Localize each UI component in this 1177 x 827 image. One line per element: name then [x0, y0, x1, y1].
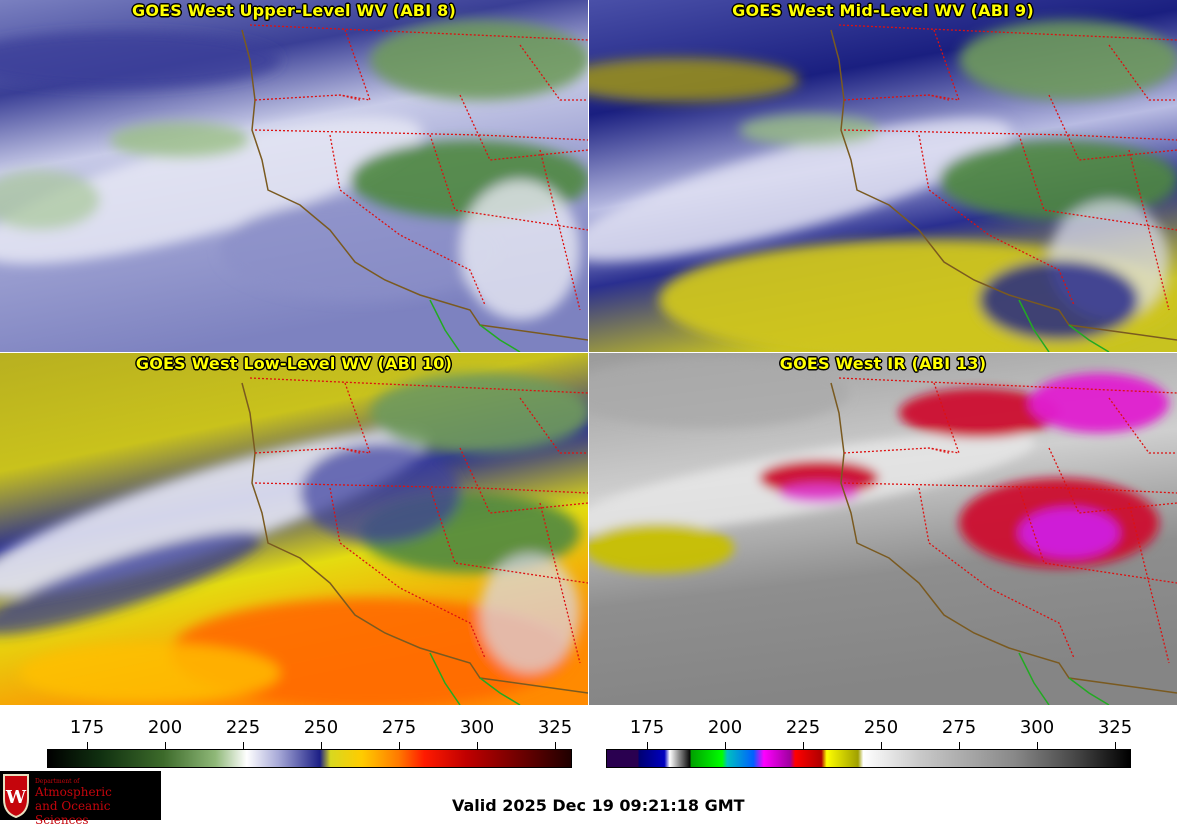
wv-tick-mark [477, 742, 478, 749]
upper-level-wv-image [0, 0, 588, 352]
ir-tick-label: 200 [707, 717, 743, 738]
logo-line-atmospheric: Atmospheric [35, 785, 112, 799]
ir-tick-label: 250 [863, 717, 899, 738]
wv-tick-mark [555, 742, 556, 749]
low-level-wv-image [0, 353, 588, 705]
uw-aos-logo[interactable]: W Department of Atmospheric and Oceanic … [0, 771, 161, 827]
ir-tick-mark [725, 742, 726, 749]
wv-tick-label: 300 [459, 717, 495, 738]
wv-tick-mark [165, 742, 166, 749]
upper-level-wv-title: GOES West Upper-Level WV (ABI 8) [132, 1, 456, 20]
ir-tick-label: 175 [629, 717, 665, 738]
logo-department-label: Department of [35, 778, 80, 785]
ir-tick-mark [881, 742, 882, 749]
uw-crest-icon: W [3, 774, 29, 819]
wv-tick-label: 250 [303, 717, 339, 738]
ir-tick-mark [803, 742, 804, 749]
ir-panel: GOES West IR (ABI 13) [589, 353, 1177, 705]
logo-line-oceanic: and Oceanic Sciences [35, 799, 111, 827]
ir-image [589, 353, 1177, 705]
ir-tick-mark [647, 742, 648, 749]
wv-tick-mark [321, 742, 322, 749]
wv-tick-label: 200 [147, 717, 183, 738]
wv-tick-label: 275 [381, 717, 417, 738]
ir-tick-label: 225 [785, 717, 821, 738]
wv-tick-mark [87, 742, 88, 749]
low-level-wv-title: GOES West Low-Level WV (ABI 10) [135, 354, 453, 373]
wv-tick-label: 175 [69, 717, 105, 738]
svg-text:W: W [5, 787, 27, 808]
ir-tick-label: 300 [1019, 717, 1055, 738]
wv-tick-mark [243, 742, 244, 749]
wv-tick-mark [399, 742, 400, 749]
valid-time-label: Valid 2025 Dec 19 09:21:18 GMT [452, 796, 745, 815]
mid-level-wv-image [589, 0, 1177, 352]
wv-tick-label: 325 [537, 717, 573, 738]
upper-level-wv-panel: GOES West Upper-Level WV (ABI 8) [0, 0, 588, 352]
wv-colorbar [47, 749, 572, 768]
ir-tick-mark [959, 742, 960, 749]
ir-tick-mark [1115, 742, 1116, 749]
ir-colorbar [606, 749, 1131, 768]
low-level-wv-panel: GOES West Low-Level WV (ABI 10) [0, 353, 588, 705]
ir-title: GOES West IR (ABI 13) [779, 354, 987, 373]
wv-tick-label: 225 [225, 717, 261, 738]
ir-tick-label: 325 [1097, 717, 1133, 738]
ir-tick-mark [1037, 742, 1038, 749]
mid-level-wv-panel: GOES West Mid-Level WV (ABI 9) [589, 0, 1177, 352]
ir-tick-label: 275 [941, 717, 977, 738]
mid-level-wv-title: GOES West Mid-Level WV (ABI 9) [732, 1, 1034, 20]
